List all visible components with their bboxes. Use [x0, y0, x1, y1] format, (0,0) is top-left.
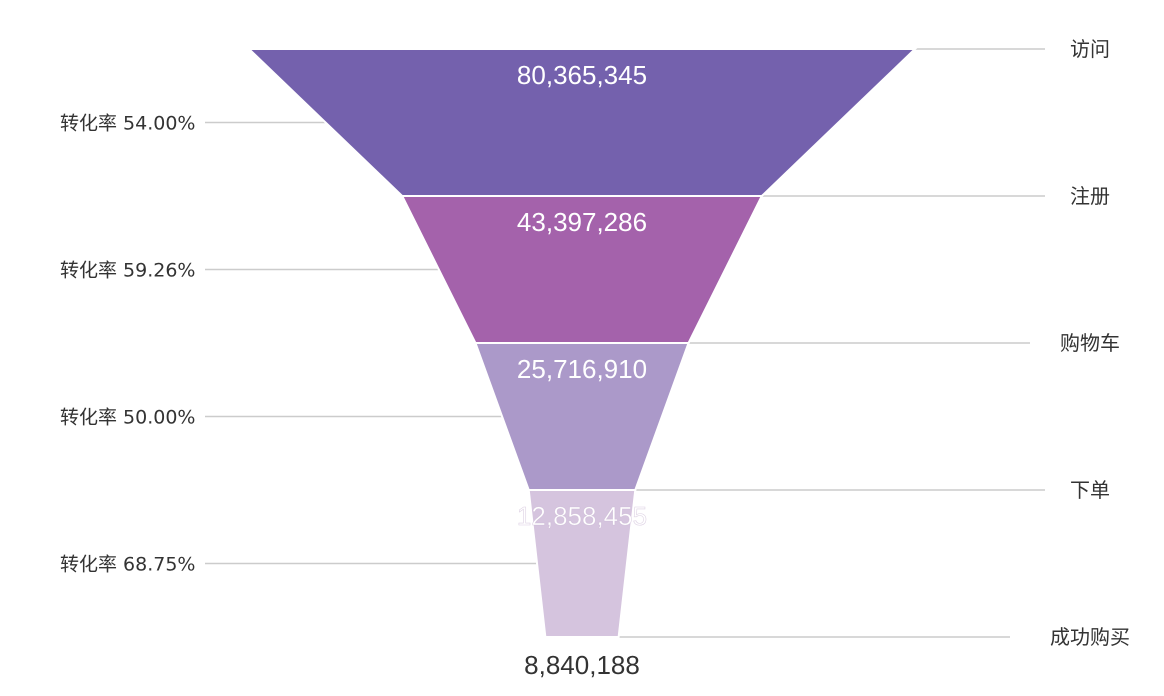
stage-label-4: 下单: [1070, 478, 1110, 502]
stage-label-2: 注册: [1070, 184, 1110, 208]
stage-label-1: 访问: [1070, 37, 1110, 61]
value-labels: 80,365,345 43,397,286 25,716,910 12,858,455…: [517, 60, 648, 680]
conversion-rate-3: 转化率 50.00%: [60, 407, 196, 429]
value-label-3: 25,716,910: [517, 354, 647, 384]
funnel-segment-4: [527, 489, 637, 638]
stage-label-5: 成功购买: [1050, 625, 1130, 649]
connector-lines: [205, 48, 1045, 638]
funnel-segments: [246, 48, 918, 638]
value-label-4: 12,858,455: [517, 501, 647, 531]
conversion-rate-4: 转化率 68.75%: [60, 554, 196, 576]
conversion-rate-2: 转化率 59.26%: [60, 260, 196, 282]
value-label-5: 8,840,188: [524, 650, 640, 680]
conversion-rate-labels: 转化率 54.00% 转化率 59.26% 转化率 50.00% 转化率 68.75%: [60, 113, 196, 576]
stage-label-3: 购物车: [1060, 331, 1120, 355]
value-label-1: 80,365,345: [517, 60, 647, 90]
value-label-2: 43,397,286: [517, 207, 647, 237]
conversion-rate-1: 转化率 54.00%: [60, 113, 196, 135]
